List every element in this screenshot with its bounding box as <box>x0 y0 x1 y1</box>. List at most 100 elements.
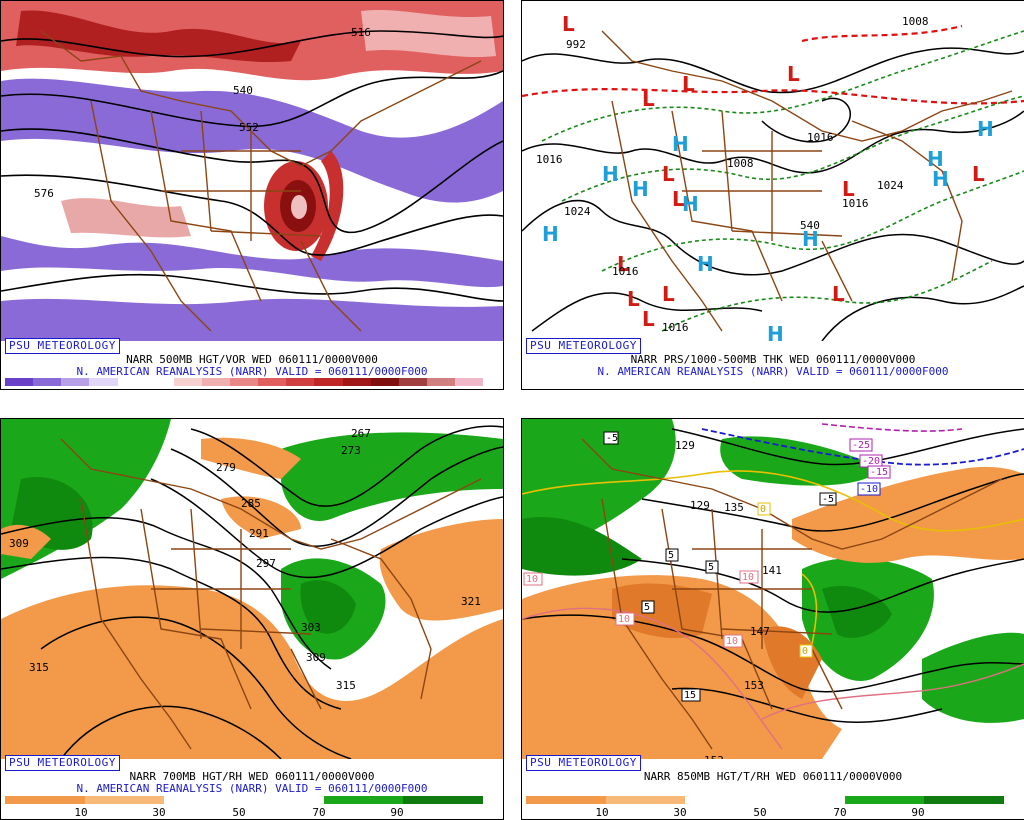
isobar-label: 992 <box>566 38 586 51</box>
contour-label: 129 <box>690 499 710 512</box>
contour-label: 303 <box>301 621 321 634</box>
contour-label: 309 <box>306 651 326 664</box>
panel-700mb-rh: 267 273 279 285 291 297 303 309 315 321 … <box>0 418 504 820</box>
rh-tick: 70 <box>312 806 326 819</box>
contour-label: 135 <box>724 501 744 514</box>
svg-text:H: H <box>682 192 699 216</box>
map-700mb: 267 273 279 285 291 297 303 309 315 321 … <box>1 419 503 759</box>
rh-tick: 70 <box>833 806 847 819</box>
temp-label: -15 <box>870 467 888 478</box>
contour-label: 321 <box>461 595 481 608</box>
isobar-label: 1016 <box>662 321 689 334</box>
contour-label: 540 <box>233 84 253 97</box>
isobar-label: 1024 <box>877 179 904 192</box>
rh-tick: 90 <box>911 806 925 819</box>
temp-label: 10 <box>618 614 630 625</box>
contour-label: 315 <box>336 679 356 692</box>
temp-label: 15 <box>684 690 696 701</box>
map-surface-pressure: L L L L H H H L L H H L L L L H H L L H … <box>522 1 1024 341</box>
contour-label: 309 <box>9 537 29 550</box>
svg-text:L: L <box>972 162 985 186</box>
psu-meteorology-badge: PSU METEOROLOGY <box>526 755 641 771</box>
contour-label: 297 <box>256 557 276 570</box>
isobar-label: 1016 <box>612 265 639 278</box>
svg-text:H: H <box>802 227 819 251</box>
isobar-label: 1008 <box>727 157 754 170</box>
svg-text:H: H <box>932 167 949 191</box>
contour-label: 267 <box>351 427 371 440</box>
temp-label: 10 <box>526 574 538 585</box>
svg-text:L: L <box>832 282 845 306</box>
svg-text:H: H <box>697 252 714 276</box>
temp-label: 5 <box>668 550 674 561</box>
contour-label: 147 <box>750 625 770 638</box>
svg-text:L: L <box>617 252 630 276</box>
vorticity-color-scale <box>5 378 484 386</box>
svg-text:L: L <box>627 287 640 311</box>
temp-label: -10 <box>860 484 878 495</box>
panel-title: NARR PRS/1000-500MB THK WED 060111/0000V… <box>630 353 916 366</box>
temp-label: -20 <box>862 456 880 467</box>
svg-text:H: H <box>977 117 994 141</box>
contour-label: 141 <box>762 564 782 577</box>
temp-label: 0 <box>802 646 808 657</box>
contour-label: 516 <box>351 26 371 39</box>
isobar-label: 1016 <box>842 197 869 210</box>
panel-pressure-thickness: L L L L H H H L L H H L L L L H H L L H … <box>521 0 1024 390</box>
panel-subtitle: N. AMERICAN REANALYSIS (NARR) VALID = 06… <box>76 365 428 378</box>
svg-text:L: L <box>842 177 855 201</box>
temp-label: 5 <box>708 562 714 573</box>
svg-text:H: H <box>542 222 559 246</box>
contour-label: 552 <box>239 121 259 134</box>
temp-label: 0 <box>760 504 766 515</box>
temp-label: -5 <box>606 433 618 444</box>
svg-text:L: L <box>787 62 800 86</box>
panel-title: NARR 500MB HGT/VOR WED 060111/0000V000 <box>126 353 378 366</box>
contour-label: 576 <box>34 187 54 200</box>
svg-text:H: H <box>767 322 784 341</box>
rh-color-scale <box>526 796 1005 804</box>
contour-label: 153 <box>704 754 724 759</box>
panel-title: NARR 700MB HGT/RH WED 060111/0000V000 <box>129 770 375 783</box>
rh-tick: 10 <box>595 806 609 819</box>
psu-meteorology-badge: PSU METEOROLOGY <box>5 338 120 354</box>
svg-text:L: L <box>642 87 655 111</box>
rh-tick: 30 <box>152 806 166 819</box>
svg-text:H: H <box>927 147 944 171</box>
rh-tick: 50 <box>232 806 246 819</box>
temp-label: 10 <box>726 636 738 647</box>
psu-meteorology-badge: PSU METEOROLOGY <box>5 755 120 771</box>
temp-label: 5 <box>644 602 650 613</box>
svg-text:L: L <box>672 187 685 211</box>
rh-tick: 10 <box>74 806 88 819</box>
panel-500mb-vorticity: 516 540 552 576 PSU METEOROLOGY NARR 500… <box>0 0 504 390</box>
contour-label: 153 <box>744 679 764 692</box>
svg-text:H: H <box>632 177 649 201</box>
rh-color-scale <box>5 796 484 804</box>
svg-text:L: L <box>662 282 675 306</box>
isobar-label: 1024 <box>564 205 591 218</box>
panel-subtitle: N. AMERICAN REANALYSIS (NARR) VALID = 06… <box>597 365 949 378</box>
psu-meteorology-badge: PSU METEOROLOGY <box>526 338 641 354</box>
thickness-label: 540 <box>800 219 820 232</box>
temp-label: -25 <box>852 440 870 451</box>
map-850mb: 129 135 141 147 153 153 129 -5 -25 -20 -… <box>522 419 1024 759</box>
temp-label: -5 <box>822 494 834 505</box>
isobar-label: 1016 <box>536 153 563 166</box>
svg-text:H: H <box>672 132 689 156</box>
isobar-label: 1016 <box>807 131 834 144</box>
panel-850mb-temp-rh: 129 135 141 147 153 153 129 -5 -25 -20 -… <box>521 418 1024 820</box>
contour-label: 129 <box>675 439 695 452</box>
contour-label: 285 <box>241 497 261 510</box>
rh-tick: 90 <box>390 806 404 819</box>
rh-tick: 50 <box>753 806 767 819</box>
contour-label: 291 <box>249 527 269 540</box>
contour-label: 273 <box>341 444 361 457</box>
svg-text:L: L <box>562 12 575 36</box>
svg-text:L: L <box>642 307 655 331</box>
svg-text:L: L <box>662 162 675 186</box>
panel-title: NARR 850MB HGT/T/RH WED 060111/0000V000 <box>643 770 903 783</box>
svg-text:H: H <box>602 162 619 186</box>
contour-label: 279 <box>216 461 236 474</box>
contour-label: 315 <box>29 661 49 674</box>
